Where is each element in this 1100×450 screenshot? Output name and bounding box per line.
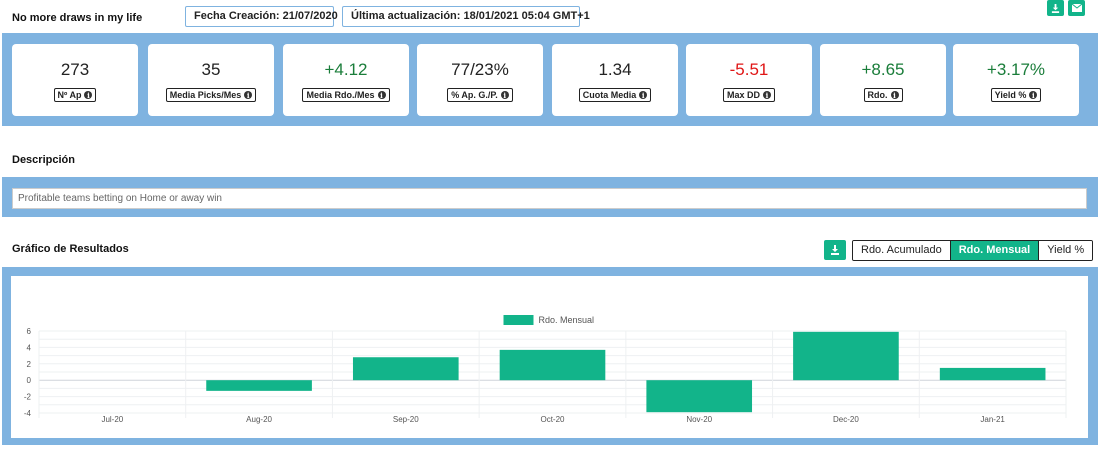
- y-tick-label: -2: [24, 393, 32, 402]
- description-panel: Profitable teams betting on Home or away…: [2, 177, 1098, 217]
- description-tab: Descripción: [2, 145, 110, 175]
- stat-value: +4.12: [324, 60, 368, 79]
- strategy-title-tab: No more draws in my life: [2, 3, 170, 33]
- stat-value: +8.65: [861, 60, 905, 79]
- stat-label[interactable]: Media Rdo./Mes i: [302, 88, 390, 102]
- info-icon: i: [377, 91, 386, 100]
- x-tick-label: Oct-20: [540, 415, 565, 424]
- chart-container: 6 4 2 0 -2 -4 Jul-20 Aug-20 Sep-20 Oct-20 Nov-20 De…: [11, 276, 1088, 438]
- stat-label[interactable]: Rdo. i: [863, 88, 903, 102]
- last-update-badge: Última actualización: 18/01/2021 05:04 G…: [342, 6, 590, 27]
- stat-value: 35: [201, 60, 221, 79]
- stat-label[interactable]: % Ap. G./P. i: [447, 88, 513, 102]
- email-button[interactable]: [1068, 0, 1085, 16]
- stat-label-text: Media Picks/Mes: [169, 90, 242, 100]
- legend-swatch: [503, 315, 534, 325]
- stat-label[interactable]: Nº Ap i: [53, 88, 97, 102]
- y-tick-label: 0: [27, 376, 32, 385]
- stat-card: 77/23% % Ap. G./P. i: [417, 44, 543, 116]
- stat-label[interactable]: Max DD i: [722, 88, 775, 102]
- stat-card: 273 Nº Ap i: [12, 44, 138, 116]
- stat-card: 35 Media Picks/Mes i: [148, 44, 274, 116]
- download-button[interactable]: [1047, 0, 1064, 16]
- stat-label[interactable]: Yield % i: [990, 88, 1042, 102]
- download-icon: [831, 245, 839, 255]
- chart-download-button[interactable]: [824, 240, 846, 260]
- info-icon: i: [244, 91, 253, 100]
- legend-label: Rdo. Mensual: [539, 315, 595, 325]
- stat-label-text: Rdo.: [867, 90, 888, 100]
- description-text: Profitable teams betting on Home or away…: [12, 188, 1087, 209]
- chart-panel: 6 4 2 0 -2 -4 Jul-20 Aug-20 Sep-20 Oct-20 Nov-20 De…: [2, 267, 1098, 445]
- stat-label-text: % Ap. G./P.: [451, 90, 498, 100]
- bar: [206, 380, 312, 391]
- stat-card: +3.17% Yield % i: [953, 44, 1079, 116]
- bar: [646, 380, 753, 413]
- chart-heading: Gráfico de Resultados: [12, 243, 129, 255]
- download-icon: [1051, 3, 1060, 13]
- x-tick-label: Nov-20: [686, 415, 712, 424]
- stats-panel: 273 Nº Ap i 35 Media Picks/Mes i +4.12 Media Rd…: [2, 33, 1098, 126]
- stat-label-text: Media Rdo./Mes: [306, 90, 375, 100]
- toggle-rdo-mensual[interactable]: Rdo. Mensual: [949, 241, 1039, 260]
- creation-date-badge: Fecha Creación: 21/07/2020: [185, 6, 338, 27]
- y-tick-label: -4: [24, 409, 32, 418]
- mail-icon: [1071, 4, 1082, 12]
- monthly-result-bar-chart: 6 4 2 0 -2 -4 Jul-20 Aug-20 Sep-20 Oct-20 Nov-20 De…: [24, 315, 1067, 424]
- x-tick-label: Jul-20: [101, 415, 123, 424]
- stat-card: 1.34 Cuota Media i: [552, 44, 678, 116]
- description-heading: Descripción: [12, 154, 75, 166]
- x-tick-label: Sep-20: [393, 415, 419, 424]
- y-tick-label: 6: [27, 327, 32, 336]
- info-icon: i: [1029, 91, 1038, 100]
- stat-value: +3.17%: [986, 60, 1046, 79]
- stat-value: 1.34: [598, 60, 632, 79]
- bar: [793, 331, 899, 381]
- bar: [499, 349, 606, 381]
- stat-value: 77/23%: [451, 60, 509, 79]
- stat-label-text: Yield %: [994, 90, 1027, 100]
- stat-label-text: Nº Ap: [57, 90, 82, 100]
- stat-card: +4.12 Media Rdo./Mes i: [283, 44, 409, 116]
- stat-label[interactable]: Media Picks/Mes i: [165, 88, 257, 102]
- stat-label-text: Cuota Media: [582, 90, 637, 100]
- x-tick-label: Dec-20: [833, 415, 859, 424]
- info-icon: i: [890, 91, 899, 100]
- toggle-rdo-acumulado[interactable]: Rdo. Acumulado: [853, 241, 950, 260]
- info-icon: i: [763, 91, 771, 100]
- info-icon: i: [639, 91, 648, 100]
- info-icon: i: [84, 91, 93, 100]
- strategy-title: No more draws in my life: [12, 12, 143, 24]
- y-tick-label: 4: [27, 343, 32, 352]
- bar: [939, 367, 1046, 381]
- info-icon: i: [500, 91, 509, 100]
- toggle-yield[interactable]: Yield %: [1038, 241, 1093, 260]
- chart-mode-toggle: Rdo. Acumulado Rdo. Mensual Yield %: [852, 240, 1094, 261]
- stat-card: -5.51 Max DD i: [686, 44, 812, 116]
- bar: [352, 357, 459, 381]
- stat-label[interactable]: Cuota Media i: [578, 88, 652, 102]
- x-tick-label: Jan-21: [980, 415, 1005, 424]
- stat-value: -5.51: [729, 60, 769, 79]
- stat-label-text: Max DD: [726, 90, 760, 100]
- y-tick-label: 2: [27, 360, 32, 369]
- stat-value: 273: [60, 60, 90, 79]
- x-tick-label: Aug-20: [246, 415, 272, 424]
- stat-card: +8.65 Rdo. i: [820, 44, 946, 116]
- chart-tab: Gráfico de Resultados: [2, 234, 160, 264]
